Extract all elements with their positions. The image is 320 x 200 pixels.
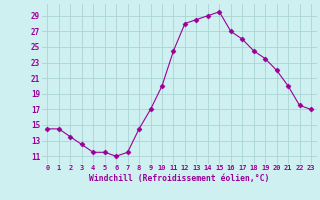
X-axis label: Windchill (Refroidissement éolien,°C): Windchill (Refroidissement éolien,°C): [89, 174, 269, 183]
